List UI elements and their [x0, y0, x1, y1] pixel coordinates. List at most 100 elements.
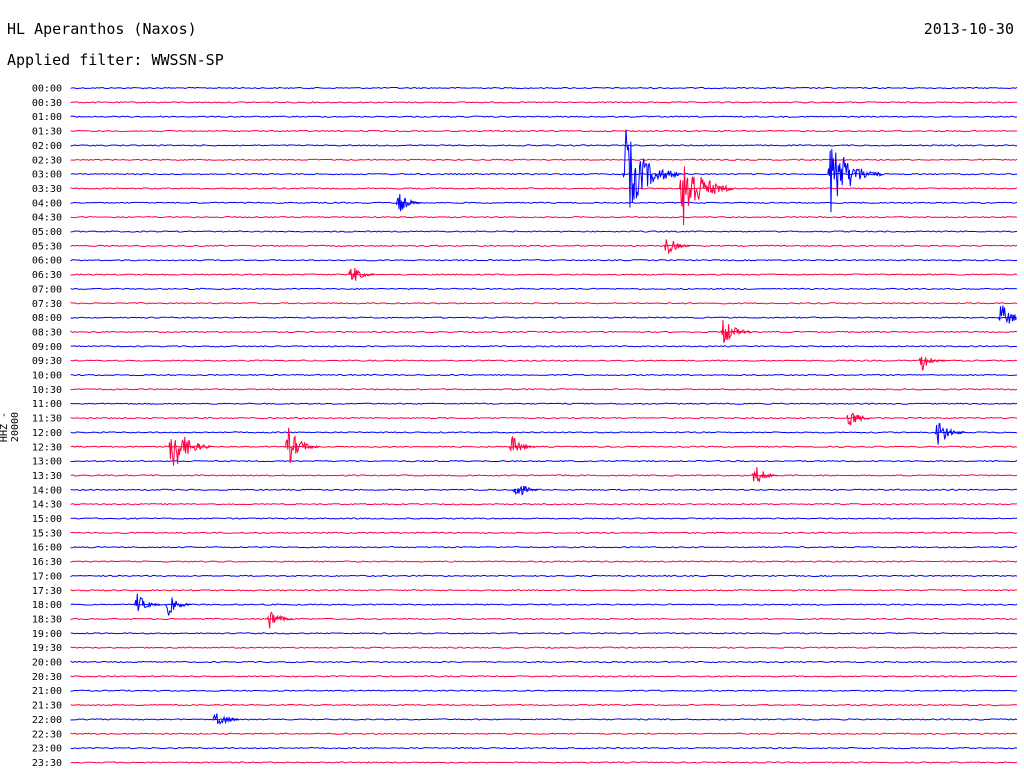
trace-1300 [70, 459, 1018, 463]
trace-0600 [70, 259, 1018, 262]
row-label: 19:00 [32, 629, 62, 640]
event-burst [827, 148, 882, 213]
row-label: 11:30 [32, 414, 62, 425]
filter-label: Applied filter: WWSSN-SP [7, 51, 224, 69]
row-label: 20:00 [32, 658, 62, 669]
row-label: 14:00 [32, 485, 62, 496]
row-label: 13:30 [32, 471, 62, 482]
row-label: 12:00 [32, 428, 62, 439]
trace-2330 [70, 761, 1018, 764]
trace-1330 [70, 474, 1018, 477]
trace-1900 [70, 632, 1018, 635]
trace-0200 [70, 144, 1018, 147]
row-label: 00:00 [32, 84, 62, 95]
trace-1500 [70, 517, 1018, 520]
row-label: 19:30 [32, 643, 62, 654]
trace-0830 [70, 330, 1018, 334]
trace-0630 [70, 273, 1018, 276]
event-burst [720, 320, 751, 343]
trace-2130 [70, 703, 1018, 707]
row-label: 12:30 [32, 442, 62, 453]
trace-0330 [70, 187, 1018, 190]
row-label: 07:30 [32, 299, 62, 310]
row-label: 16:30 [32, 557, 62, 568]
trace-0900 [70, 345, 1018, 348]
event-burst [212, 713, 239, 725]
trace-1100 [70, 402, 1018, 405]
trace-1800 [70, 603, 1018, 606]
row-label: 15:30 [32, 528, 62, 539]
row-label: 03:00 [32, 170, 62, 181]
trace-0500 [70, 230, 1018, 233]
row-label: 03:30 [32, 184, 62, 195]
event-burst [512, 485, 539, 496]
trace-1530 [70, 531, 1018, 534]
row-label: 09:00 [32, 342, 62, 353]
trace-1700 [70, 574, 1018, 578]
trace-1630 [70, 560, 1018, 563]
row-label: 07:00 [32, 284, 62, 295]
trace-2030 [70, 675, 1018, 678]
row-label: 18:00 [32, 600, 62, 611]
row-label: 20:30 [32, 672, 62, 683]
row-label: 17:00 [32, 571, 62, 582]
row-label: 05:30 [32, 241, 62, 252]
row-label: 09:30 [32, 356, 62, 367]
row-label: 06:00 [32, 256, 62, 267]
event-burst [133, 593, 161, 612]
row-label: 02:00 [32, 141, 62, 152]
trace-0730 [70, 302, 1018, 305]
row-label: 08:00 [32, 313, 62, 324]
row-label: 04:30 [32, 213, 62, 224]
row-label: 18:30 [32, 614, 62, 625]
trace-0930 [70, 359, 1018, 362]
trace-0430 [70, 215, 1018, 219]
row-label: 13:00 [32, 457, 62, 468]
trace-0000 [70, 86, 1018, 90]
trace-2000 [70, 660, 1018, 664]
row-label: 15:00 [32, 514, 62, 525]
trace-1030 [70, 388, 1018, 391]
event-burst [663, 239, 690, 255]
trace-1230 [70, 445, 1018, 448]
trace-0230 [70, 158, 1018, 161]
row-label: 22:00 [32, 715, 62, 726]
row-label: 08:30 [32, 327, 62, 338]
event-burst [622, 129, 681, 208]
row-label: 16:00 [32, 543, 62, 554]
row-label: 17:30 [32, 586, 62, 597]
trace-0130 [70, 129, 1018, 133]
trace-1000 [70, 373, 1018, 377]
trace-1430 [70, 502, 1018, 506]
row-label: 00:30 [32, 98, 62, 109]
event-burst [997, 305, 1017, 324]
row-label: 01:00 [32, 112, 62, 123]
trace-2230 [70, 732, 1018, 735]
row-label: 06:30 [32, 270, 62, 281]
record-date: 2013-10-30 [923, 20, 1014, 38]
trace-0400 [70, 201, 1018, 204]
row-label: 21:30 [32, 701, 62, 712]
trace-0100 [70, 115, 1018, 118]
trace-2300 [70, 746, 1018, 750]
event-burst [348, 267, 375, 281]
event-burst [508, 436, 536, 452]
row-label: 01:30 [32, 127, 62, 138]
row-label: 11:00 [32, 399, 62, 410]
event-burst [846, 412, 873, 426]
trace-0530 [70, 244, 1018, 247]
event-burst [284, 427, 320, 463]
event-burst [165, 597, 192, 616]
event-burst [934, 422, 965, 445]
row-label: 14:30 [32, 500, 62, 511]
row-label: 23:00 [32, 744, 62, 755]
row-label: 23:30 [32, 758, 62, 769]
trace-1400 [70, 488, 1018, 491]
event-burst [679, 166, 734, 226]
row-label: 10:00 [32, 371, 62, 382]
row-label: 05:00 [32, 227, 62, 238]
event-burst [266, 611, 293, 629]
trace-0800 [70, 316, 1018, 319]
trace-1200 [70, 431, 1018, 434]
event-burst [918, 356, 945, 371]
